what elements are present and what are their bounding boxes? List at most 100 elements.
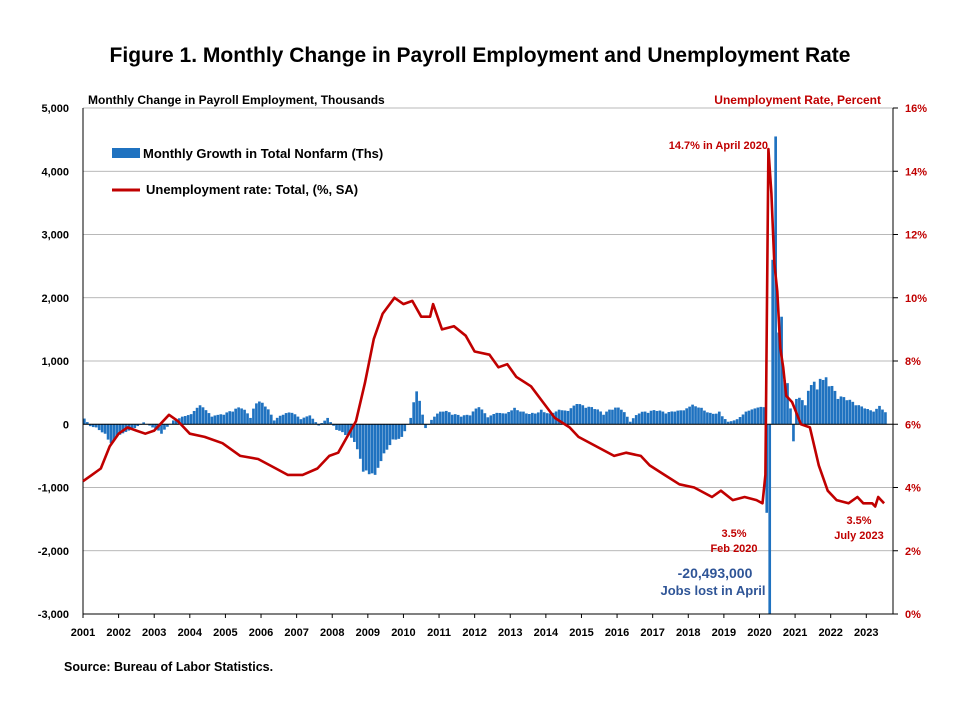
bar [878,405,881,425]
bar [863,408,866,425]
bar [658,410,662,425]
bar [596,409,599,425]
bar [833,390,837,425]
bar [786,383,789,425]
bar [608,409,611,425]
bar [261,402,264,425]
bar [780,316,783,425]
bar [729,421,733,425]
bar [106,424,110,440]
bar [860,406,864,425]
bar [421,414,424,425]
bar [97,424,101,431]
bar [400,424,404,437]
x-tick-label: 2020 [747,627,771,639]
bar [424,424,427,429]
bar [121,424,125,434]
bar [388,424,392,446]
axes [82,107,898,618]
bar [100,424,104,433]
y-tick-label: -1,000 [38,483,69,495]
bar [498,412,502,425]
bar [815,389,819,425]
x-tick-label: 2003 [142,627,166,639]
y2-tick-label: 8% [905,356,921,368]
bar [263,406,267,425]
bar [299,419,303,425]
bar [385,424,389,450]
y-tick-label: 2,000 [41,293,69,305]
bar [581,405,585,425]
annotation-feb-date: Feb 2020 [710,543,757,555]
bar [409,417,413,425]
bar [566,410,570,425]
bar [335,424,338,430]
x-tick-label: 2001 [71,627,95,639]
x-tick-label: 2019 [712,627,736,639]
bar [255,403,258,425]
y2-tick-label: 0% [905,609,921,621]
bar [839,396,843,425]
bar [483,413,487,425]
bar [801,400,804,425]
bar [845,400,849,425]
bar [415,391,418,425]
y-tick-label: -2,000 [38,546,69,558]
bar [379,424,383,462]
bar [382,424,386,454]
bar [818,378,822,425]
x-tick-label: 2011 [427,627,451,639]
annotation-jobs-lost-value: -20,493,000 [678,565,753,581]
x-tick-label: 2004 [178,627,203,639]
legend-bar-swatch [112,148,140,158]
bar [649,410,653,425]
bar [753,408,757,425]
bar [341,424,344,433]
bar [436,413,439,425]
bar [367,424,371,475]
bar [756,407,760,425]
bar [403,424,407,432]
bar [504,413,507,425]
x-tick-label: 2012 [462,627,486,639]
bar [578,404,582,425]
x-tick-label: 2016 [605,627,629,639]
x-tick-label: 2006 [249,627,273,639]
bar [228,411,232,425]
bar [697,407,700,425]
bar [130,424,134,430]
bar [471,411,475,425]
bar [771,259,775,425]
bar [563,410,567,425]
bar [676,410,680,425]
bar [628,421,632,425]
bar [682,410,686,425]
bar [450,414,454,425]
bar [685,408,688,425]
bar [305,416,309,425]
bar [789,408,792,425]
bar [611,409,614,425]
bar [456,414,460,425]
bar [881,409,884,425]
x-tick-label: 2008 [320,627,344,639]
bar [670,411,674,425]
bar [593,409,596,425]
bar [830,385,834,425]
bar [492,414,496,425]
bar [266,409,270,425]
bar [83,418,86,425]
legend: Monthly Growth in Total Nonfarm (Ths) Un… [112,146,383,197]
bar [338,424,341,431]
bar [355,424,359,450]
bar [510,410,513,425]
bar [614,407,617,425]
bar [806,390,810,425]
bar [174,419,178,425]
bar [827,386,831,425]
bar [522,411,525,425]
bar [468,415,472,425]
bar [655,410,659,425]
y-tick-label: 5,000 [41,103,69,115]
bar [166,424,169,427]
